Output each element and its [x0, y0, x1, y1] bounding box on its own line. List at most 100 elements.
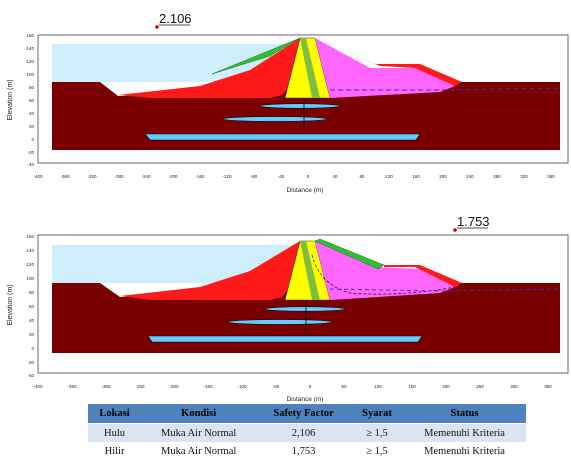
- x-tick: -40: [278, 174, 285, 179]
- table-cell: Hulu: [88, 423, 142, 442]
- column-header: Safety Factor: [256, 404, 351, 424]
- x-tick: -250: [135, 384, 145, 389]
- analysis-panel-downstream: 1.753 Elevation (m) Distance (m) 160 140…: [0, 205, 571, 405]
- y-tick: 80: [29, 85, 35, 90]
- reservoir-water: [52, 245, 300, 283]
- x-tick: -200: [169, 384, 179, 389]
- slip-surface-zone: [211, 37, 301, 75]
- y-tick: 0: [31, 346, 34, 351]
- downstream-cap: [384, 265, 462, 287]
- x-tick: -350: [67, 384, 77, 389]
- y-tick: 160: [26, 33, 34, 38]
- x-tick: 120: [385, 174, 393, 179]
- x-tick-labels: -400 -360 -320 -280 -240 -200 -160 -120 …: [33, 174, 555, 179]
- x-tick: 360: [547, 174, 555, 179]
- x-tick: -300: [101, 384, 111, 389]
- x-tick: -100: [237, 384, 247, 389]
- safety-factor-label: 1.753: [457, 214, 490, 229]
- x-tick: 280: [493, 174, 501, 179]
- filter-zone: [300, 38, 320, 98]
- lens-3: [147, 335, 423, 343]
- y-tick-labels: 160 140 120 100 80 60 40 20 0 -20 -40: [26, 234, 34, 378]
- table-cell: Memenuhi Kriteria: [403, 442, 526, 460]
- y-tick: 40: [29, 111, 35, 116]
- y-tick: 20: [29, 332, 35, 337]
- filter-zone: [300, 241, 320, 300]
- upstream-shell: [120, 241, 300, 300]
- y-tick: 20: [29, 124, 35, 129]
- y-tick: 60: [29, 98, 35, 103]
- x-tick: -240: [141, 174, 151, 179]
- column-header: Status: [403, 404, 526, 424]
- downstream-cap: [315, 38, 462, 86]
- x-tick: 200: [442, 384, 450, 389]
- x-tick: 0: [309, 384, 312, 389]
- slope-stability-section-1: 2.106 Elevation (m) Distance (m) 160 140…: [7, 11, 569, 194]
- table-cell: Hilir: [88, 442, 142, 460]
- x-tick: -50: [273, 384, 280, 389]
- table-cell: 1,753: [256, 442, 351, 460]
- upstream-shell: [118, 38, 300, 98]
- y-tick: 140: [26, 248, 34, 253]
- slip-surface-arc: [311, 254, 456, 295]
- x-tick: 200: [439, 174, 447, 179]
- y-tick: 140: [26, 46, 34, 51]
- safety-factor-table: Lokasi Kondisi Safety Factor Syarat Stat…: [88, 404, 526, 460]
- y-tick: -20: [27, 360, 34, 365]
- y-tick: 160: [26, 234, 34, 239]
- lens-1: [259, 103, 341, 109]
- x-axis-label: Distance (m): [287, 396, 324, 403]
- x-tick: -320: [87, 174, 97, 179]
- x-tick-labels: -400 -350 -300 -250 -200 -150 -100 -50 0…: [33, 384, 552, 389]
- table-cell: Memenuhi Kriteria: [403, 423, 526, 442]
- x-tick: 80: [359, 174, 365, 179]
- phreatic-line: [330, 87, 561, 91]
- table-row: Hilir Muka Air Normal 1,753 ≥ 1,5 Memenu…: [88, 442, 526, 460]
- column-header: Syarat: [350, 404, 404, 424]
- column-header: Kondisi: [141, 404, 257, 424]
- reservoir-water: [52, 44, 300, 82]
- table-cell: ≥ 1,5: [350, 423, 404, 442]
- y-tick: 80: [29, 290, 35, 295]
- y-tick: -40: [27, 162, 34, 167]
- x-tick: 350: [544, 384, 552, 389]
- lens-2: [227, 319, 333, 325]
- lens-2: [222, 116, 328, 122]
- x-tick: -360: [60, 174, 70, 179]
- analysis-panel-upstream: 2.106 Elevation (m) Distance (m) 160 140…: [0, 0, 571, 200]
- x-tick: -150: [203, 384, 213, 389]
- safety-factor-label: 2.106: [159, 11, 192, 26]
- y-axis-label: Elevation (m): [7, 284, 14, 325]
- slope-stability-section-2: 1.753 Elevation (m) Distance (m) 160 140…: [7, 214, 569, 403]
- y-tick-labels: 160 140 120 100 80 60 40 20 0 -20 -40: [26, 33, 34, 167]
- x-tick: -80: [251, 174, 258, 179]
- lens-1: [264, 306, 346, 312]
- x-tick: 0: [307, 174, 310, 179]
- x-axis-label: Distance (m): [287, 187, 324, 194]
- y-tick: 100: [26, 72, 34, 77]
- y-tick: 0: [31, 137, 34, 142]
- table-cell: Muka Air Normal: [141, 442, 257, 460]
- downstream-shell: [315, 241, 455, 300]
- table-row: Hulu Muka Air Normal 2,106 ≥ 1,5 Memenuh…: [88, 423, 526, 442]
- x-tick: -160: [195, 174, 205, 179]
- x-tick: 250: [476, 384, 484, 389]
- x-tick: -400: [33, 174, 43, 179]
- column-header: Lokasi: [88, 404, 142, 424]
- x-tick: -400: [33, 384, 43, 389]
- x-tick: 50: [341, 384, 347, 389]
- y-tick: 100: [26, 276, 34, 281]
- downstream-shell: [315, 38, 455, 98]
- x-tick: 40: [332, 174, 338, 179]
- table-cell: 2,106: [256, 423, 351, 442]
- lens-3: [144, 133, 421, 141]
- x-tick: -120: [222, 174, 232, 179]
- y-tick: -40: [27, 373, 34, 378]
- y-tick: 120: [26, 59, 34, 64]
- slip-center-point: [453, 228, 457, 232]
- x-tick: 150: [408, 384, 416, 389]
- x-tick: -200: [168, 174, 178, 179]
- y-axis-label: Elevation (m): [7, 79, 14, 120]
- y-tick: 60: [29, 304, 35, 309]
- x-tick: 240: [466, 174, 474, 179]
